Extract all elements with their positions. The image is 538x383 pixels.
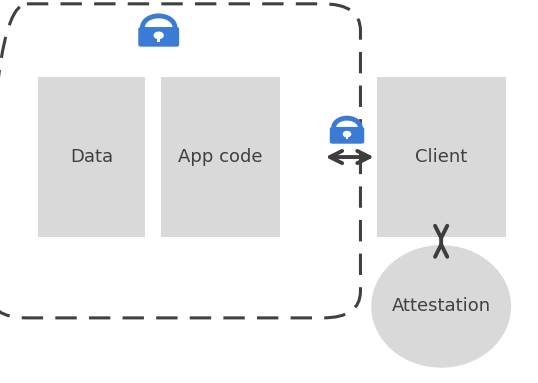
FancyBboxPatch shape [345,136,349,139]
Circle shape [154,32,163,39]
Text: App code: App code [178,148,263,166]
Text: Data: Data [70,148,113,166]
Ellipse shape [371,245,511,368]
FancyBboxPatch shape [330,127,364,144]
Bar [38,77,145,237]
Bar [161,77,280,237]
Text: Client: Client [415,148,468,166]
Circle shape [343,131,351,137]
Bar [377,77,506,237]
FancyBboxPatch shape [138,27,179,47]
Text: Attestation: Attestation [392,298,491,315]
FancyBboxPatch shape [157,37,160,42]
